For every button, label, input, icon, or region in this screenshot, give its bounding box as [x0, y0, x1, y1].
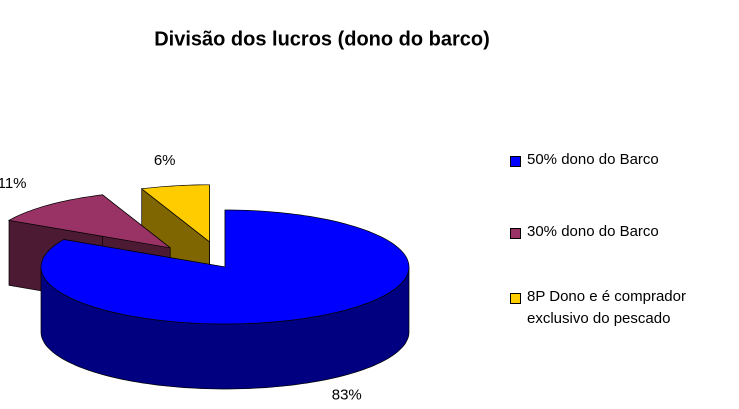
legend-item: 8P Dono e é comprador exclusivo do pesca…	[510, 288, 732, 330]
data-label: 6%	[154, 152, 176, 169]
slice	[140, 184, 210, 243]
data-label: 83%	[332, 387, 362, 404]
slice	[7, 194, 171, 249]
legend-item: 50% dono do Barco	[510, 151, 732, 171]
legend-swatch	[510, 156, 521, 167]
legend-item: 30% dono do Barco	[510, 223, 732, 243]
legend-swatch	[510, 293, 521, 304]
data-label: 11%	[0, 175, 27, 192]
legend-label: 50% dono do Barco	[527, 151, 659, 168]
slice	[40, 209, 410, 325]
legend-label: 8P Dono e é comprador exclusivo do pesca…	[527, 288, 686, 327]
legend-label: 30% dono do Barco	[527, 223, 659, 240]
chart-title: Divisão dos lucros (dono do barco)	[154, 28, 490, 50]
legend-swatch	[510, 228, 521, 239]
